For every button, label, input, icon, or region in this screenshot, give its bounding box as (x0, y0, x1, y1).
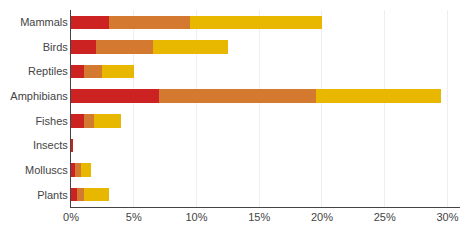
svg-text:25%: 25% (374, 211, 396, 223)
svg-text:Amphibians: Amphibians (10, 90, 68, 102)
svg-text:Plants: Plants (37, 189, 68, 201)
svg-text:5%: 5% (126, 211, 142, 223)
svg-text:Birds: Birds (43, 41, 69, 53)
svg-text:Reptiles: Reptiles (28, 65, 68, 77)
svg-text:30%: 30% (436, 211, 458, 223)
svg-text:20%: 20% (311, 211, 333, 223)
svg-text:10%: 10% (185, 211, 207, 223)
svg-text:Insects: Insects (33, 139, 68, 151)
svg-text:Mammals: Mammals (20, 16, 68, 28)
svg-text:Fishes: Fishes (35, 115, 68, 127)
svg-text:Molluscs: Molluscs (25, 164, 68, 176)
svg-text:0%: 0% (63, 211, 79, 223)
svg-text:15%: 15% (248, 211, 270, 223)
